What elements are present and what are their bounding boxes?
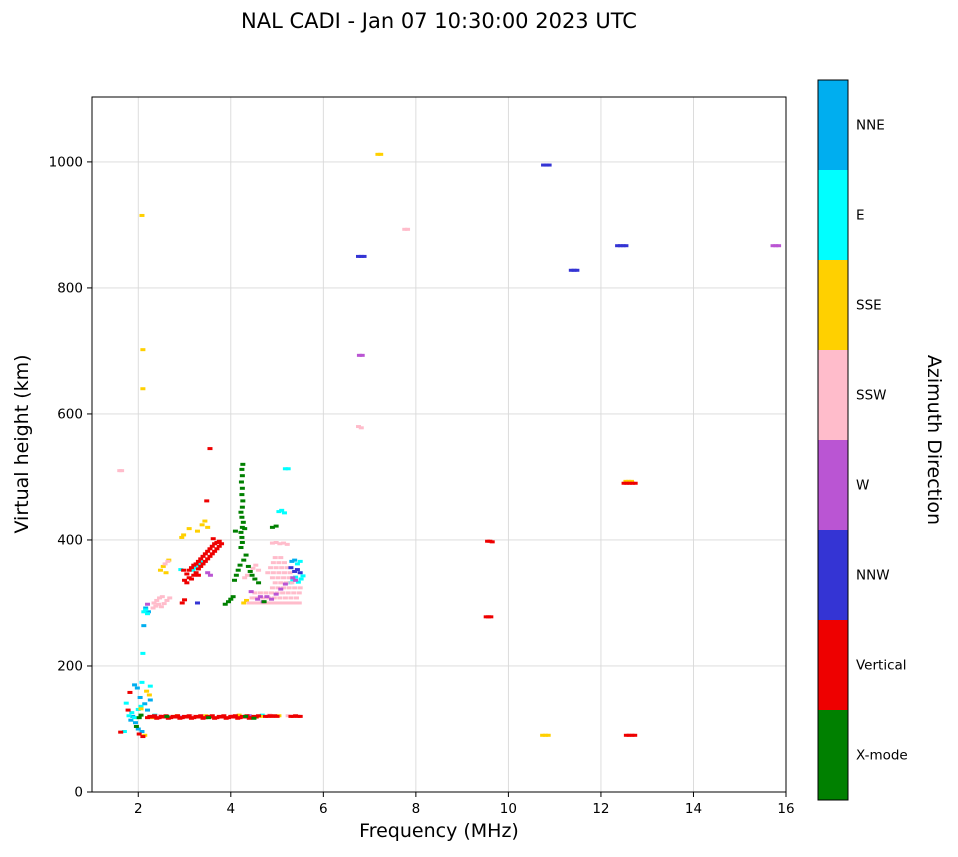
series-vertical	[118, 447, 638, 739]
colorbar-label-vertical: Vertical	[856, 658, 907, 674]
x-tick-label: 10	[500, 801, 517, 817]
series-sse	[138, 152, 634, 737]
series-e	[121, 467, 306, 734]
x-tick-label: 14	[685, 801, 702, 817]
colorbar-segment-nne	[818, 80, 848, 170]
y-tick-label: 600	[57, 406, 83, 422]
x-tick-label: 12	[592, 801, 609, 817]
x-tick-label: 4	[227, 801, 236, 817]
colorbar-segment-w	[818, 440, 848, 530]
y-tick-label: 0	[74, 785, 83, 801]
series-nne	[128, 558, 298, 734]
y-axis-label: Virtual height (km)	[11, 354, 33, 534]
colorbar-segment-e	[818, 170, 848, 260]
series-nnw	[194, 163, 629, 605]
y-tick-label: 200	[57, 658, 83, 674]
colorbar-segment-ssw	[818, 350, 848, 440]
x-tick-label: 2	[134, 801, 143, 817]
colorbar: NNE E SSE SSW W NNW Vertical X-mode	[817, 79, 908, 801]
colorbar-border	[817, 79, 849, 801]
colorbar-label-w: W	[856, 478, 869, 494]
x-tick-label: 6	[319, 801, 328, 817]
series-ssw	[117, 227, 411, 718]
plot-border	[91, 96, 787, 793]
chart-title: NAL CADI - Jan 07 10:30:00 2023 UTC	[241, 9, 637, 33]
colorbar-label-x-mode: X-mode	[856, 748, 908, 764]
colorbar-segment-sse	[818, 260, 848, 350]
colorbar-label-e: E	[856, 208, 865, 224]
x-tick-label: 8	[412, 801, 421, 817]
gridlines	[92, 97, 787, 792]
colorbar-segment-x-mode	[818, 710, 848, 800]
tick-labels: 2 4 6 8 10 12 14 16 0 200 400 600 800 1000	[49, 154, 795, 817]
colorbar-label-ssw: SSW	[856, 388, 887, 404]
y-tick-label: 1000	[49, 154, 83, 170]
colorbar-label-nne: NNE	[856, 118, 885, 134]
x-axis-label: Frequency (MHz)	[359, 820, 519, 842]
colorbar-axis-label: Azimuth Direction	[923, 354, 945, 526]
colorbar-label-nnw: NNW	[856, 568, 890, 584]
y-tick-label: 800	[57, 280, 83, 296]
colorbar-segment-vertical	[818, 620, 848, 710]
colorbar-segment-nnw	[818, 530, 848, 620]
x-tick-label: 16	[777, 801, 794, 817]
colorbar-label-sse: SSE	[856, 298, 882, 314]
y-tick-label: 400	[57, 532, 83, 548]
series-x-mode	[133, 462, 279, 728]
axis-ticks	[87, 161, 787, 797]
